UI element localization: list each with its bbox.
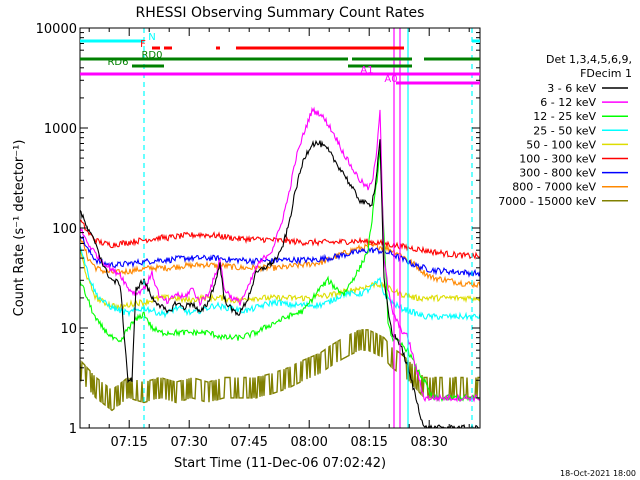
flag-bar-rd0-1 [352,57,412,61]
x-axis-label: Start Time (11-Dec-06 07:02:42) [174,456,386,471]
legend-entry-label: 3 - 6 keV [547,82,596,95]
legend-header-line2: FDecim 1 [580,67,632,80]
legend-entry-label: 100 - 300 keV [519,153,596,166]
legend-entry-label: 25 - 50 keV [533,124,596,137]
series-line-6 [80,235,480,278]
series-line-1 [80,106,480,403]
flag-label-n: N [148,32,155,43]
x-axis: 07:15 07:30 07:45 08:00 08:15 08:30 [88,28,470,450]
x-tick-label: 08:15 [350,435,387,450]
flag-bar-n-1 [472,39,480,43]
y-tick-label: 1000 [44,122,77,137]
flag-bar-rd0-0 [80,57,348,61]
legend-entry-label: 12 - 25 keV [533,110,596,123]
legend-header-line1: Det 1,3,4,5,6,9, [546,53,632,66]
legend-entry-label: 6 - 12 keV [540,96,596,109]
series-line-0 [80,139,480,428]
flag-bar-f-1 [164,46,172,50]
x-tick-label: 07:30 [170,435,207,450]
flag-bar-f-2 [216,46,220,50]
flag-label-a0: A0 [384,74,397,85]
series-line-7 [80,236,480,289]
plot-area [80,28,480,428]
y-tick-label: 10000 [36,22,77,37]
flag-bar-a0-0 [396,81,480,85]
x-tick-label: 07:15 [110,435,147,450]
generated-timestamp: 18-Oct-2021 18:00 [560,469,636,478]
flag-bar-f-0 [152,46,160,50]
series-line-3 [80,245,480,321]
legend-entry-label: 800 - 7000 keV [512,181,596,194]
series-line-5 [80,219,480,260]
y-tick-label: 100 [52,222,77,237]
y-axis-label: Count Rate (s⁻¹ detector⁻¹) [12,140,27,317]
flag-label-a1: A1 [360,65,373,76]
y-tick-label: 1 [69,422,77,437]
y-tick-label: 10 [60,322,77,337]
x-tick-label: 07:45 [230,435,267,450]
series-line-8 [80,329,480,412]
flag-label-rd0: RD0 [141,50,162,61]
flag-bar-f-3 [236,46,404,50]
flag-bar-a1-0 [80,72,480,76]
y-axis: 1 10 100 1000 10000 [36,22,480,437]
series-line-2 [80,149,480,403]
chart-title: RHESSI Observing Summary Count Rates [136,5,425,21]
flag-bar-rd6-0 [132,64,164,68]
flag-bar-rd6-1 [348,64,412,68]
legend-entry-label: 50 - 100 keV [526,138,596,151]
flag-bar-n-0 [80,39,144,43]
flag-label-rd6: RD6 [107,57,128,68]
x-tick-label: 08:30 [410,435,447,450]
flag-bar-rd0-2 [424,57,480,61]
legend-entry-label: 7000 - 15000 keV [498,195,596,208]
x-tick-label: 08:00 [290,435,327,450]
flag-label-f: F [140,39,146,50]
legend-entry-label: 300 - 800 keV [519,167,596,180]
